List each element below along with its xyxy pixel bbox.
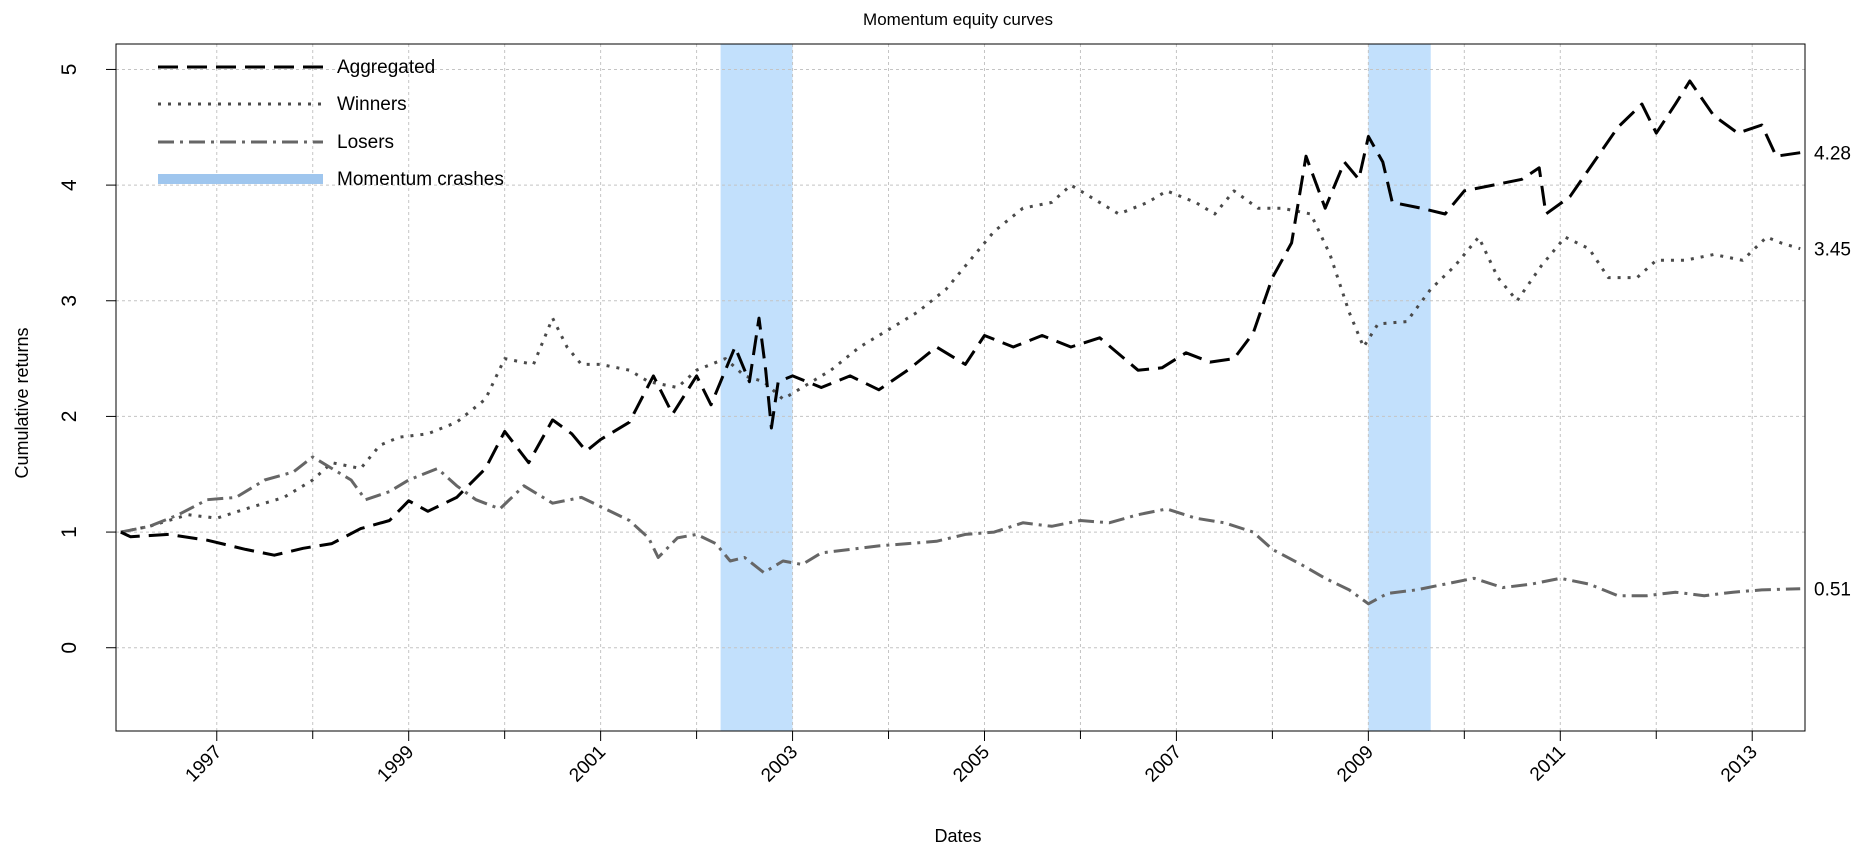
y-axis-label: Cumulative returns [12,327,32,478]
y-tick-label: 5 [58,64,81,76]
legend-label: Winners [337,94,407,115]
crash-periods [720,44,1431,731]
x-axis-label: Dates [934,826,981,846]
legend-label: Losers [337,132,394,153]
legend-label: Momentum crashes [337,169,504,190]
y-tick-label: 4 [58,179,81,191]
crash-band [720,44,793,731]
series-line-aggregated [120,79,1801,557]
series-line-losers [120,455,1801,606]
series-lines [120,79,1801,606]
end-value-label: 3.45 [1814,240,1851,261]
y-tick-label: 0 [58,642,81,654]
chart-title: Momentum equity curves [863,10,1053,29]
grid [116,44,1805,731]
end-value-label: 0.51 [1814,580,1851,601]
end-value-label: 4.28 [1814,144,1851,165]
plot-frame [115,43,1806,732]
crash-band [1368,44,1431,731]
y-tick-label: 1 [58,526,81,538]
end-labels: 4.28 3.45 0.51 [1814,144,1851,601]
y-tick-label: 3 [58,295,81,307]
y-tick-label: 2 [58,411,81,423]
legend-label: Aggregated [337,57,435,78]
legend: Aggregated Winners Losers Momentum crashes [158,57,504,190]
